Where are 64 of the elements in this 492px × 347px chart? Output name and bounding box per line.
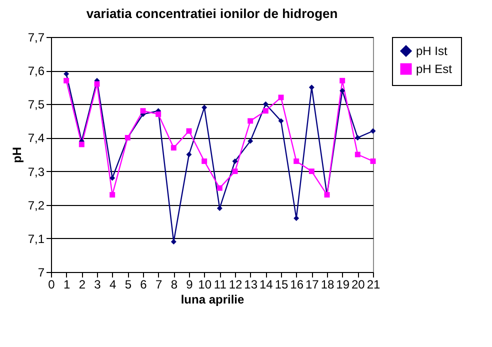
x-tick-label: 7 bbox=[155, 278, 162, 292]
x-tick-label: 19 bbox=[336, 278, 350, 292]
y-tick-label: 7,1 bbox=[28, 232, 45, 246]
x-tick-label: 6 bbox=[140, 278, 148, 292]
point bbox=[248, 118, 254, 124]
point bbox=[294, 158, 300, 164]
point bbox=[216, 185, 222, 191]
point bbox=[156, 111, 162, 117]
point bbox=[170, 239, 176, 245]
legend-label: pH Ist bbox=[416, 44, 448, 58]
point bbox=[64, 78, 70, 84]
x-tick-label: 4 bbox=[109, 278, 116, 292]
point bbox=[232, 158, 238, 164]
point bbox=[278, 94, 284, 100]
point bbox=[278, 118, 284, 124]
x-tick-label: 20 bbox=[351, 278, 366, 292]
x-tick-label: 11 bbox=[214, 278, 227, 292]
x-tick-label: 18 bbox=[320, 278, 334, 292]
point bbox=[140, 108, 146, 114]
x-tick-label: 9 bbox=[186, 278, 194, 292]
point bbox=[354, 134, 360, 140]
y-tick-label: 7,2 bbox=[28, 198, 45, 212]
point bbox=[170, 145, 176, 151]
y-tick-label: 7,5 bbox=[28, 98, 45, 112]
chart-title: variatia concentratiei ionilor de hidrogen bbox=[86, 6, 338, 21]
x-tick-label: 5 bbox=[124, 278, 132, 292]
y-tick-label: 7,6 bbox=[28, 64, 45, 78]
x-tick-label: 8 bbox=[170, 278, 178, 292]
x-axis-title: luna aprilie bbox=[180, 292, 244, 306]
x-tick-label: 13 bbox=[244, 278, 258, 292]
x-tick-label: 3 bbox=[94, 278, 102, 292]
point bbox=[202, 158, 208, 164]
y-tick-label: 7 bbox=[38, 266, 45, 280]
x-tick-label: 1 bbox=[63, 278, 70, 292]
x-tick-label: 17 bbox=[305, 278, 320, 292]
legend-label: pH Est bbox=[416, 62, 453, 76]
point bbox=[294, 216, 300, 222]
y-tick-label: 7,3 bbox=[28, 164, 45, 179]
point bbox=[202, 104, 208, 110]
x-tick-label: 10 bbox=[198, 278, 212, 292]
x-tick-label: 2 bbox=[78, 278, 86, 292]
y-tick-label: 7,7 bbox=[28, 30, 45, 44]
point bbox=[78, 142, 84, 148]
x-tick-label: 15 bbox=[274, 278, 288, 292]
point bbox=[262, 108, 268, 114]
point bbox=[370, 128, 376, 134]
point bbox=[354, 152, 360, 158]
point bbox=[340, 78, 346, 84]
x-tick-label: 0 bbox=[48, 278, 56, 292]
x-tick-label: 14 bbox=[259, 278, 274, 292]
x-tick-label: 16 bbox=[290, 278, 304, 292]
point bbox=[186, 152, 192, 158]
y-axis-title: pH bbox=[10, 147, 24, 163]
x-tick-label: 12 bbox=[228, 278, 242, 292]
x-tick-label: 21 bbox=[366, 278, 380, 292]
y-tick-label: 7,4 bbox=[28, 131, 45, 146]
point bbox=[248, 138, 254, 144]
point bbox=[340, 88, 346, 94]
point bbox=[64, 71, 70, 77]
point bbox=[308, 168, 314, 174]
point bbox=[232, 168, 238, 174]
point bbox=[370, 158, 376, 164]
point bbox=[262, 101, 268, 107]
point bbox=[110, 192, 116, 198]
